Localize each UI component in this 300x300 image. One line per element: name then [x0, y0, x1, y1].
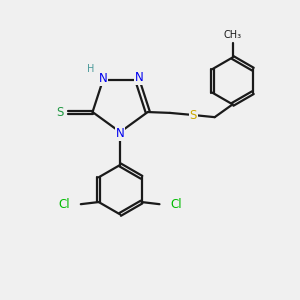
Text: S: S — [56, 106, 64, 118]
Text: N: N — [99, 72, 107, 85]
Text: Cl: Cl — [170, 198, 182, 211]
Text: N: N — [134, 71, 143, 84]
Text: Cl: Cl — [58, 198, 70, 211]
Text: CH₃: CH₃ — [224, 29, 242, 40]
Text: S: S — [190, 109, 197, 122]
Text: N: N — [116, 127, 124, 140]
Text: H: H — [88, 64, 95, 74]
